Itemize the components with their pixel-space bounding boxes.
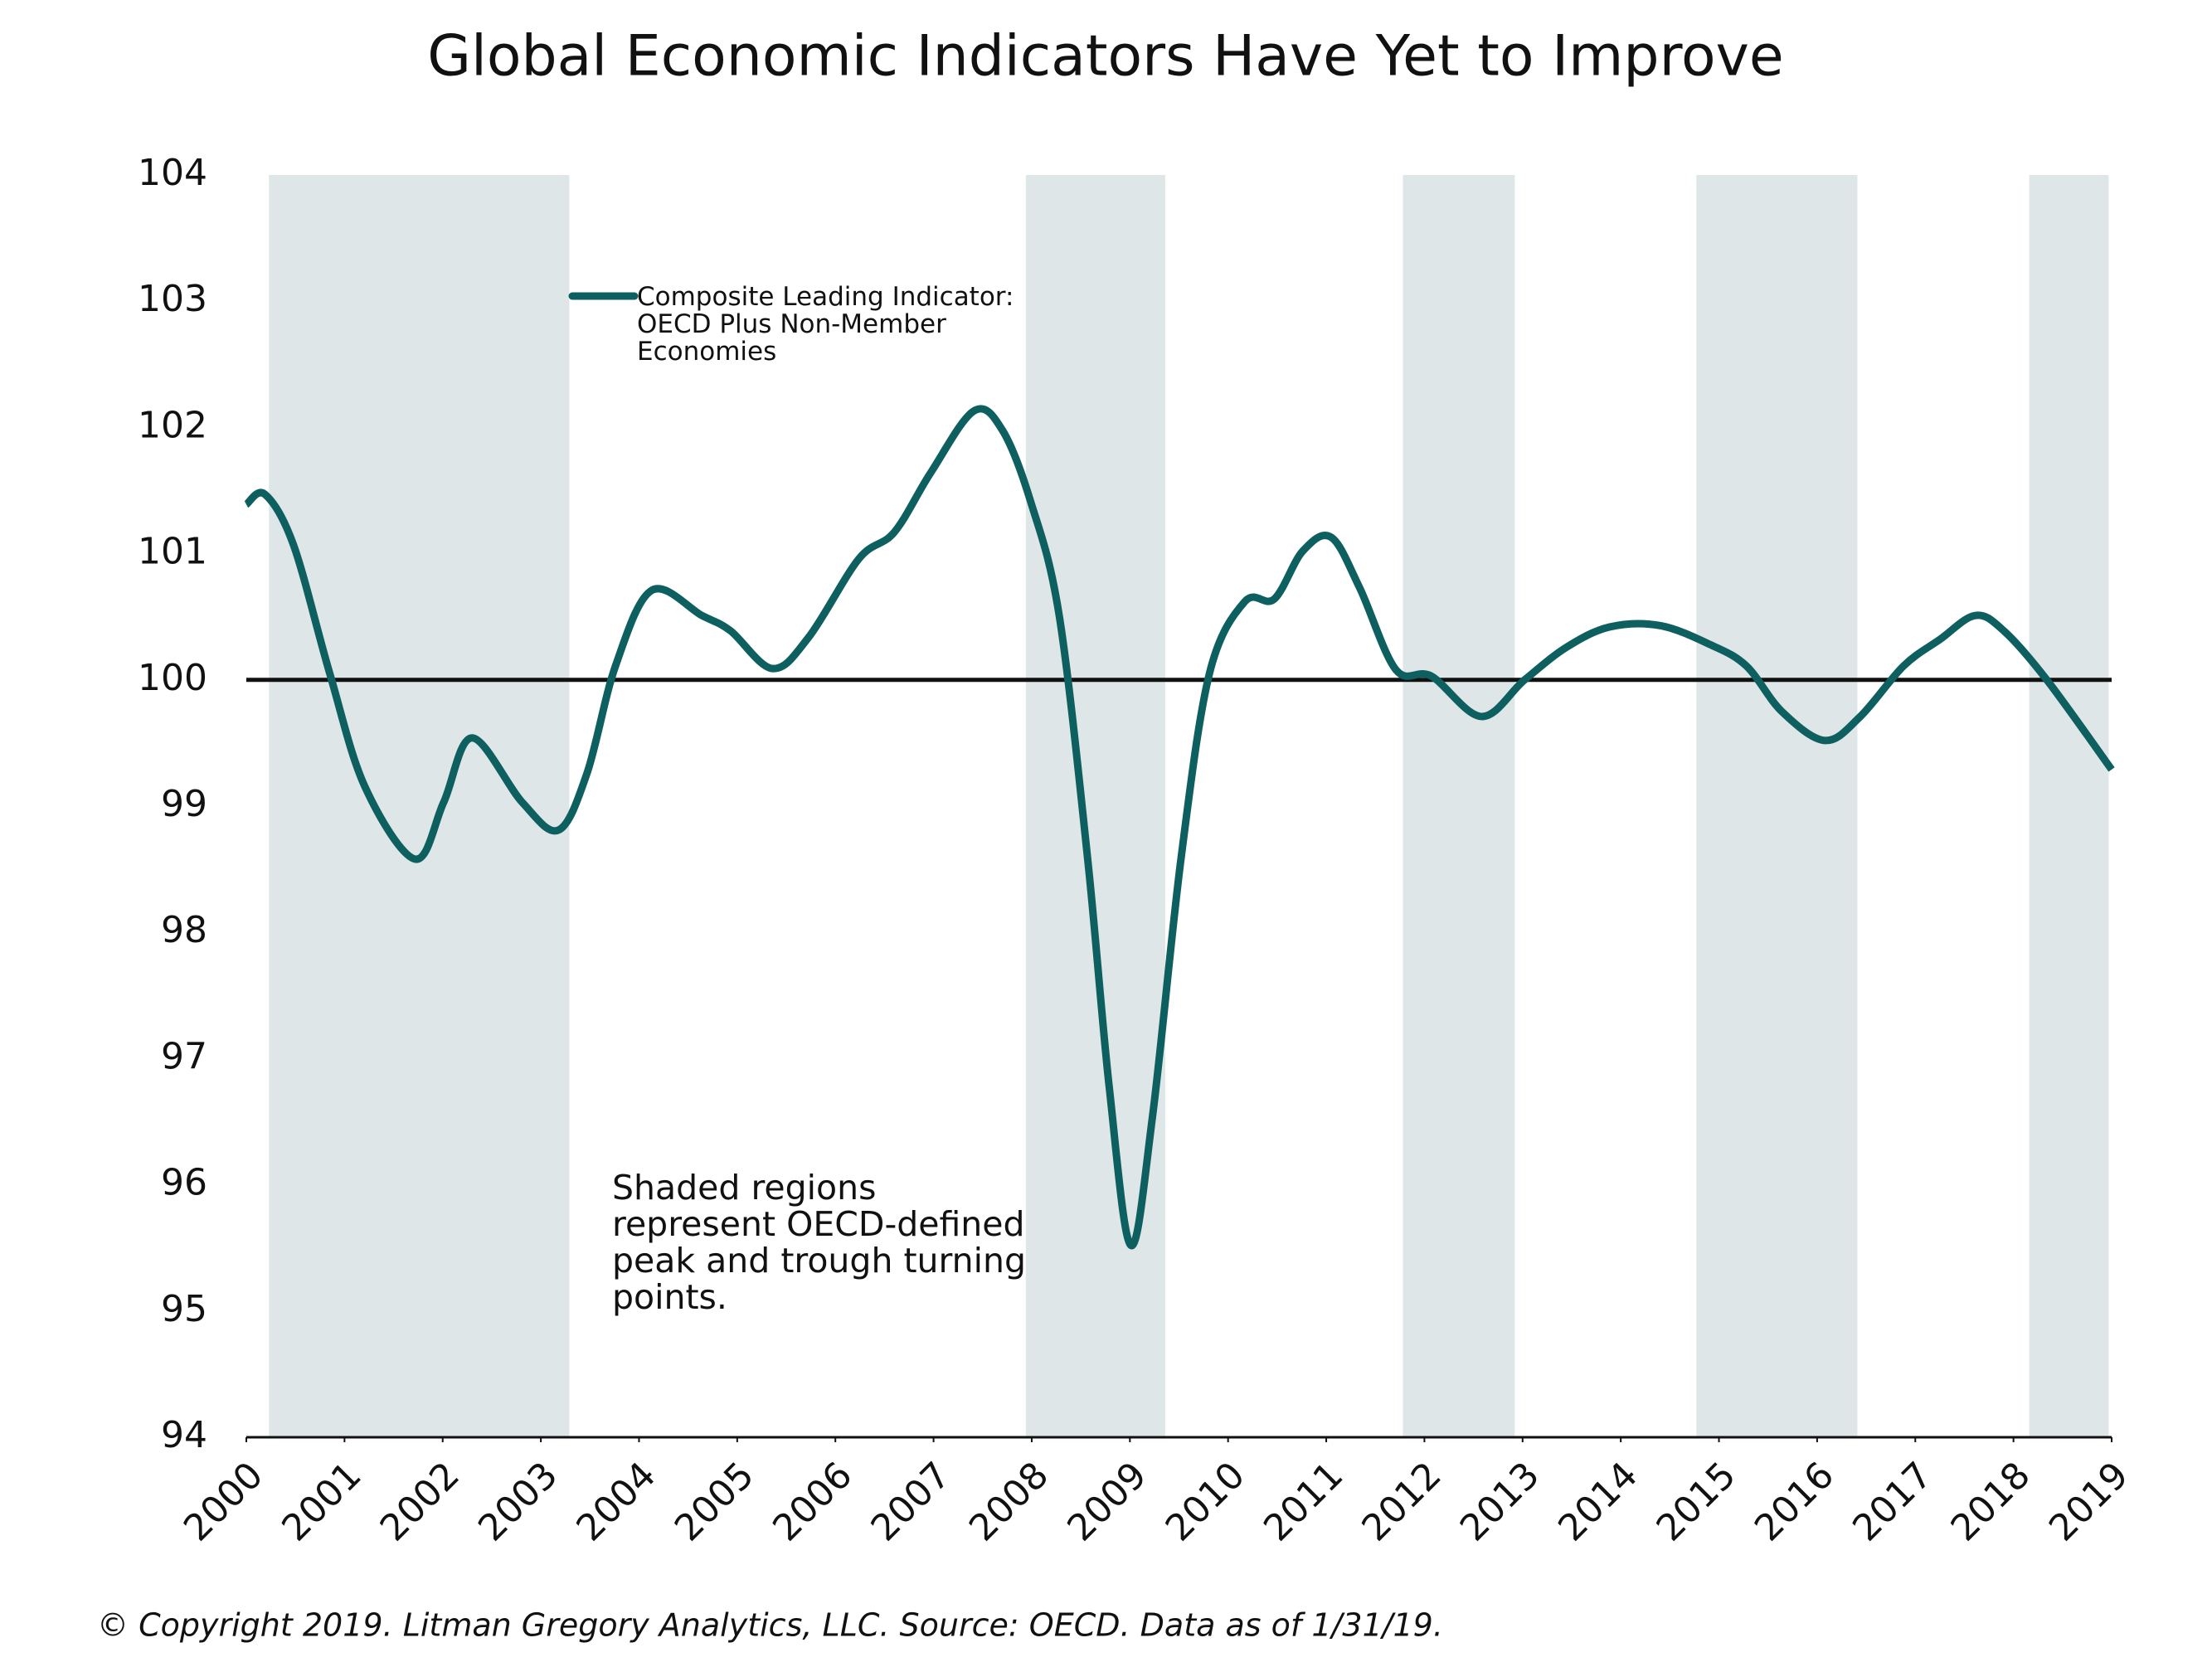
- x-tick-label: 2018: [1943, 1454, 2039, 1549]
- x-tick-label: 2015: [1649, 1454, 1744, 1549]
- x-tick-label: 2004: [568, 1454, 664, 1549]
- footnote: © Copyright 2019. Litman Gregory Analyti…: [97, 1607, 1443, 1644]
- y-tick-label: 103: [138, 278, 207, 320]
- y-tick-label: 97: [161, 1035, 207, 1077]
- x-tick-label: 2000: [176, 1454, 271, 1549]
- x-tick-label: 2019: [2041, 1454, 2137, 1549]
- legend-label: Composite Leading Indicator: OECD Plus N…: [637, 282, 1014, 367]
- shaded-region: [1696, 175, 1858, 1437]
- y-tick-label: 102: [138, 404, 207, 446]
- y-tick-label: 98: [161, 909, 207, 951]
- x-tick-label: 2010: [1158, 1454, 1253, 1549]
- x-tick-label: 2003: [470, 1454, 566, 1549]
- x-tick-label: 2005: [667, 1454, 762, 1549]
- annotation: Shaded regions represent OECD-defined pe…: [612, 1168, 1027, 1317]
- x-tick-label: 2008: [961, 1454, 1057, 1549]
- y-tick-label: 94: [161, 1414, 207, 1456]
- x-tick-label: 2016: [1747, 1454, 1842, 1549]
- y-tick-label: 99: [161, 783, 207, 825]
- y-tick-label: 100: [138, 657, 207, 699]
- x-tick-label: 2012: [1354, 1454, 1449, 1549]
- x-tick-label: 2002: [372, 1454, 468, 1549]
- y-tick-label: 95: [161, 1288, 207, 1330]
- x-tick-label: 2007: [863, 1454, 959, 1549]
- x-tick-label: 2006: [765, 1454, 860, 1549]
- shaded-region: [1025, 175, 1165, 1437]
- x-tick-label: 2014: [1550, 1454, 1646, 1549]
- x-tick-label: 2009: [1059, 1454, 1155, 1549]
- shaded-region: [269, 175, 570, 1437]
- chart-title: Global Economic Indicators Have Yet to I…: [427, 24, 1783, 90]
- x-tick-label: 2017: [1845, 1454, 1940, 1549]
- shaded-region: [1403, 175, 1515, 1437]
- series-line: [244, 405, 2115, 1250]
- y-tick-label: 96: [161, 1162, 207, 1204]
- x-tick-label: 2013: [1452, 1454, 1548, 1549]
- y-tick-label: 104: [138, 152, 207, 194]
- x-tick-label: 2011: [1256, 1454, 1351, 1549]
- x-tick-label: 2001: [274, 1454, 369, 1549]
- shaded-region: [2029, 175, 2109, 1437]
- y-tick-label: 101: [138, 531, 207, 573]
